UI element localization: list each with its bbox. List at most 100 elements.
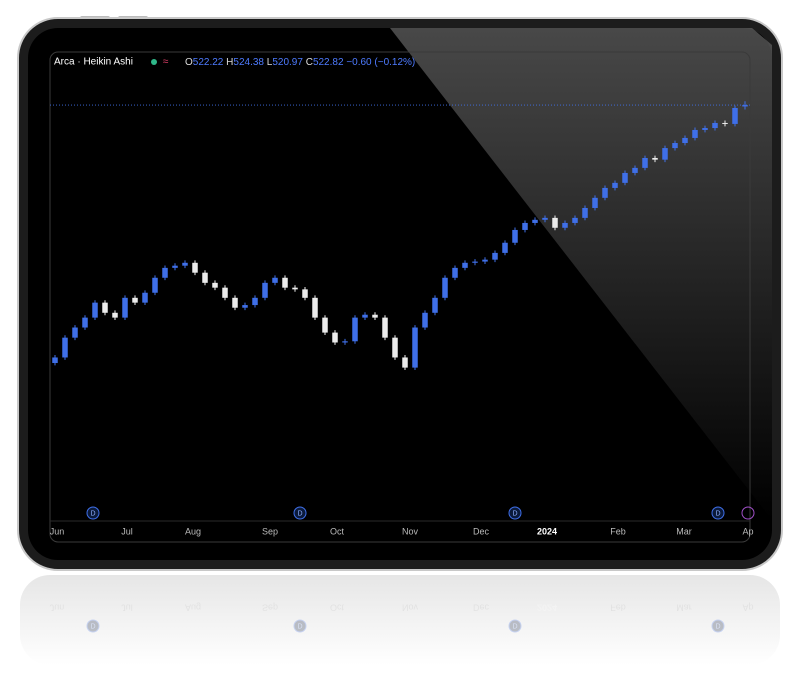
candle-body	[262, 282, 268, 298]
candle-body	[452, 267, 458, 278]
ohlc-legend: O522.22 H524.38 L520.97 C522.82 −0.60 (−…	[185, 57, 415, 68]
candle-body	[742, 105, 748, 107]
candle-body	[732, 107, 738, 124]
candle-body	[392, 337, 398, 358]
reflection	[20, 575, 780, 665]
x-tick-label: Ap	[742, 603, 753, 613]
candle-body	[562, 222, 568, 228]
value: 524.38	[233, 57, 264, 68]
candle-body	[302, 289, 308, 298]
x-tick-label: Mar	[676, 526, 692, 536]
candle-body	[182, 262, 188, 266]
candle-body	[332, 332, 338, 343]
status-dot	[151, 59, 157, 65]
value: 522.82	[313, 57, 344, 68]
candle-body	[132, 297, 138, 303]
candle-body	[462, 262, 468, 268]
glare	[390, 28, 772, 520]
candle-body	[282, 277, 288, 288]
candle-body	[642, 157, 648, 168]
candle-body	[232, 297, 238, 308]
x-tick-label: Jun	[50, 526, 65, 536]
reflection-labels: Jun Jul Aug Sep Oct Nov Dec 2024 Feb Mar Ap D D D D	[50, 603, 754, 633]
candle-body	[502, 242, 508, 253]
candle-body	[712, 122, 718, 129]
event-marker	[86, 506, 100, 520]
candle-body	[212, 282, 218, 288]
x-tick-label: Nov	[402, 526, 419, 536]
candle-body	[612, 182, 618, 188]
candle-body	[632, 167, 638, 173]
screen-edge	[49, 51, 751, 543]
candle-body	[322, 317, 328, 333]
candle-body	[532, 219, 538, 223]
candle-body	[72, 327, 78, 338]
candle-body	[402, 357, 408, 368]
candle-body	[172, 265, 178, 268]
event-marker	[293, 506, 307, 520]
x-tick-label: Sep	[262, 526, 278, 536]
candle-body	[272, 277, 278, 283]
candle-body	[52, 357, 58, 364]
candle-body	[652, 157, 658, 160]
event-label: D	[90, 622, 95, 629]
label: O	[185, 57, 193, 68]
x-tick-label: Oct	[330, 526, 345, 536]
event-label: D	[512, 510, 517, 517]
flag: ≈	[163, 57, 169, 68]
x-tick-label: Mar	[676, 603, 692, 613]
x-tick-label: Sep	[262, 603, 278, 613]
candle-body	[362, 314, 368, 318]
x-tick-label: Ap	[742, 526, 753, 536]
candle-body	[582, 207, 588, 218]
candle-body	[222, 287, 228, 298]
candle-body	[722, 122, 728, 124]
candle-body	[102, 302, 108, 313]
candle-body	[342, 341, 348, 343]
symbol-title: Arca · Heikin Ashi	[54, 57, 133, 68]
candle-body	[602, 187, 608, 198]
event-label: D	[512, 622, 517, 629]
value: 522.22	[193, 57, 224, 68]
candle-body	[492, 252, 498, 260]
candle-body	[552, 217, 558, 228]
event-marker	[741, 506, 755, 520]
x-tick-label: 2024	[537, 526, 557, 536]
candle-body	[472, 261, 478, 263]
candle-body	[192, 262, 198, 273]
candle-body	[522, 222, 528, 230]
candle-body	[242, 305, 248, 308]
event-marker	[508, 506, 522, 520]
candle-body	[82, 317, 88, 328]
candle-body	[202, 272, 208, 283]
event-label: D	[90, 510, 95, 517]
x-tick-label: Jun	[50, 603, 65, 613]
candle-body	[692, 129, 698, 138]
candle-body	[422, 312, 428, 328]
candle-body	[412, 327, 418, 368]
event-marker	[86, 619, 100, 633]
value: 520.97	[272, 57, 303, 68]
event-label: D	[715, 622, 720, 629]
label: H	[226, 57, 233, 68]
event-marker	[711, 619, 725, 633]
x-tick-label: Nov	[402, 603, 419, 613]
x-tick-label: Feb	[610, 526, 626, 536]
event-marker	[293, 619, 307, 633]
candle-body	[352, 317, 358, 342]
candle-body	[622, 172, 628, 183]
candle-body	[162, 267, 168, 278]
label: L	[267, 57, 273, 68]
candle-body	[372, 314, 378, 318]
candle-body	[592, 197, 598, 208]
candle-body	[662, 148, 668, 160]
candle-body	[512, 229, 518, 243]
candle-body	[572, 217, 578, 223]
event-marker	[711, 506, 725, 520]
candle-body	[672, 143, 678, 149]
label: C	[306, 57, 313, 68]
x-tick-label: Dec	[473, 603, 490, 613]
candle-body	[252, 297, 258, 306]
